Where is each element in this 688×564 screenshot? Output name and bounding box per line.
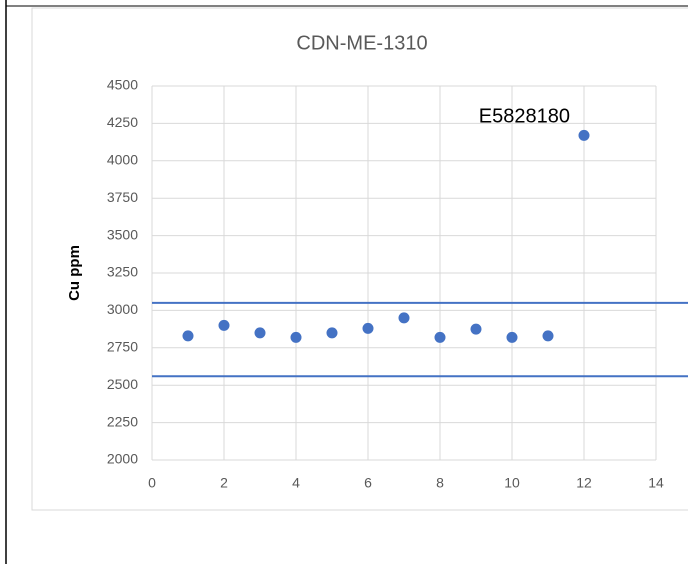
point (326, 327, 338, 339)
y-axis-label: Cu ppm (66, 245, 83, 301)
point (290, 331, 302, 343)
y-tick-label: 2500 (107, 376, 138, 392)
chart-border (31, 7, 688, 511)
y-tick-label: 3750 (107, 189, 138, 205)
y-tick-label: 4500 (107, 77, 138, 93)
point (506, 331, 518, 343)
point (398, 312, 410, 324)
chart-title: CDN-ME-1310 (296, 32, 427, 54)
point (362, 322, 374, 334)
point (470, 323, 482, 335)
y-tick-label: 4000 (107, 152, 138, 168)
x-tick-label: 0 (148, 475, 156, 491)
x-tick-label: 14 (648, 475, 664, 491)
x-tick-label: 10 (504, 475, 520, 491)
x-tick-label: 8 (436, 475, 444, 491)
y-tick-label: 2000 (107, 451, 138, 467)
y-tick-label: 3000 (107, 301, 138, 317)
y-tick-label: 2750 (107, 339, 138, 355)
x-tick-label: 12 (576, 475, 592, 491)
y-tick-label: 4250 (107, 114, 138, 130)
point (578, 129, 590, 141)
point (254, 327, 266, 339)
x-tick-label: 4 (292, 475, 300, 491)
point (434, 331, 446, 343)
y-tick-label: 2250 (107, 413, 138, 429)
x-tick-label: 2 (220, 475, 228, 491)
x-tick-label: 6 (364, 475, 372, 491)
annotation: E5828180 (479, 106, 570, 128)
y-tick-label: 3500 (107, 226, 138, 242)
y-tick-label: 3250 (107, 264, 138, 280)
point (542, 330, 554, 342)
point (218, 319, 230, 331)
point (182, 330, 194, 342)
